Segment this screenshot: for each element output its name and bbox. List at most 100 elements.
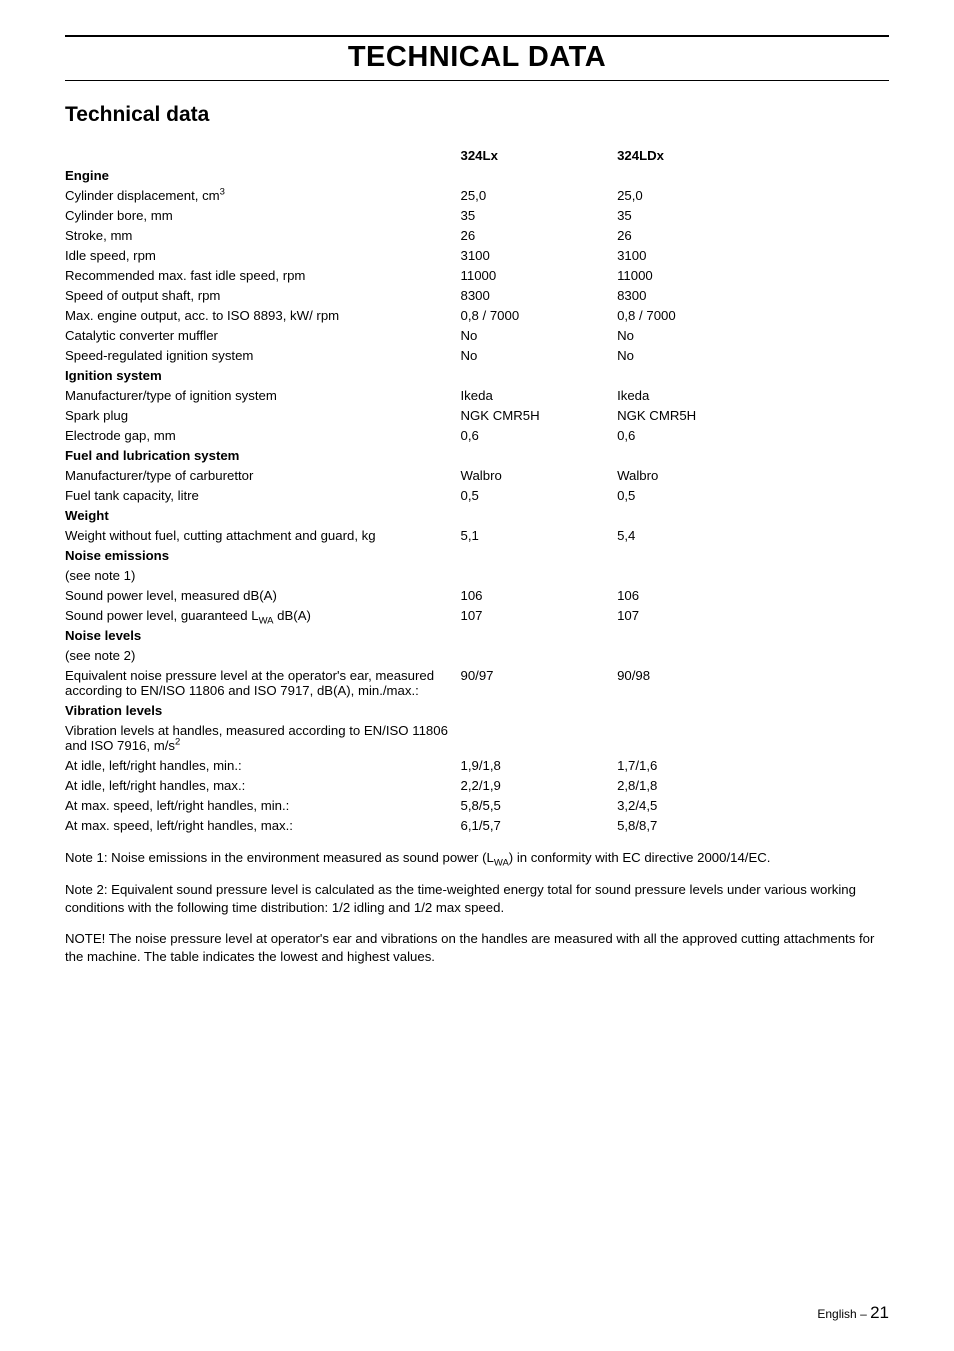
row-label: Equivalent noise pressure level at the o… (65, 665, 461, 700)
row-val-1: 90/97 (461, 665, 618, 700)
row-val-1: 6,1/5,7 (461, 815, 618, 835)
row-val-2: Ikeda (617, 385, 889, 405)
row-val-1: 26 (461, 225, 618, 245)
table-row: Manufacturer/type of carburettorWalbroWa… (65, 465, 889, 485)
table-row: Spark plugNGK CMR5HNGK CMR5H (65, 405, 889, 425)
row-header: Vibration levels (65, 700, 461, 720)
row-label: Sound power level, measured dB(A) (65, 585, 461, 605)
row-val-1: 3100 (461, 245, 618, 265)
row-val-2: 106 (617, 585, 889, 605)
table-row: Electrode gap, mm0,60,6 (65, 425, 889, 445)
row-val-1: 11000 (461, 265, 618, 285)
table-row: (see note 2) (65, 645, 889, 665)
row-label: Manufacturer/type of carburettor (65, 465, 461, 485)
row-label: Idle speed, rpm (65, 245, 461, 265)
row-val-2: 0,5 (617, 485, 889, 505)
page-footer: English – 21 (817, 1303, 889, 1323)
row-label: Speed of output shaft, rpm (65, 285, 461, 305)
row-val-2: NGK CMR5H (617, 405, 889, 425)
row-label: Speed-regulated ignition system (65, 345, 461, 365)
table-row: At max. speed, left/right handles, min.:… (65, 795, 889, 815)
row-label: Fuel tank capacity, litre (65, 485, 461, 505)
row-label: Sound power level, guaranteed LWA dB(A) (65, 605, 461, 625)
table-row: At idle, left/right handles, min.:1,9/1,… (65, 755, 889, 775)
row-label: Manufacturer/type of ignition system (65, 385, 461, 405)
row-label: At max. speed, left/right handles, min.: (65, 795, 461, 815)
row-val-2: 3100 (617, 245, 889, 265)
row-val-2: 25,0 (617, 185, 889, 205)
row-val-2: 2,8/1,8 (617, 775, 889, 795)
section-title: Technical data (65, 103, 889, 127)
row-label: Stroke, mm (65, 225, 461, 245)
row-val-1: NGK CMR5H (461, 405, 618, 425)
footer-lang: English (817, 1307, 856, 1321)
row-label: At idle, left/right handles, min.: (65, 755, 461, 775)
table-row: Max. engine output, acc. to ISO 8893, kW… (65, 305, 889, 325)
note-2: Note 2: Equivalent sound pressure level … (65, 881, 889, 917)
row-val-2: 3,2/4,5 (617, 795, 889, 815)
col-header-1: 324Lx (461, 145, 618, 165)
table-row: Speed-regulated ignition systemNoNo (65, 345, 889, 365)
row-val-1: 107 (461, 605, 618, 625)
note-1-post: ) in conformity with EC directive 2000/1… (509, 850, 771, 865)
row-val-1: 106 (461, 585, 618, 605)
row-val-1: 5,8/5,5 (461, 795, 618, 815)
row-header: Engine (65, 165, 461, 185)
row-label: Cylinder displacement, cm3 (65, 185, 461, 205)
row-val-1: 5,1 (461, 525, 618, 545)
row-val-1: No (461, 345, 618, 365)
note-1-sub: WA (494, 858, 509, 869)
footer-dash: – (857, 1307, 870, 1321)
table-row: Fuel and lubrication system (65, 445, 889, 465)
table-row: Stroke, mm2626 (65, 225, 889, 245)
row-val-1: 0,5 (461, 485, 618, 505)
row-val-1: 2,2/1,9 (461, 775, 618, 795)
row-val-1: Ikeda (461, 385, 618, 405)
table-row: Noise emissions (65, 545, 889, 565)
table-row: Engine (65, 165, 889, 185)
row-val-2: 8300 (617, 285, 889, 305)
table-row: Fuel tank capacity, litre0,50,5 (65, 485, 889, 505)
row-val-2: 107 (617, 605, 889, 625)
row-val-1: 0,6 (461, 425, 618, 445)
table-row: Recommended max. fast idle speed, rpm110… (65, 265, 889, 285)
row-note: (see note 1) (65, 565, 461, 585)
col-header-2: 324LDx (617, 145, 889, 165)
row-val-1: 35 (461, 205, 618, 225)
row-val-2: Walbro (617, 465, 889, 485)
table-row: Ignition system (65, 365, 889, 385)
row-val-2: No (617, 325, 889, 345)
row-val-2: No (617, 345, 889, 365)
row-val-1: 25,0 (461, 185, 618, 205)
table-row: Weight (65, 505, 889, 525)
table-row: At idle, left/right handles, max.:2,2/1,… (65, 775, 889, 795)
page-title: TECHNICAL DATA (348, 41, 606, 73)
row-val-1: 1,9/1,8 (461, 755, 618, 775)
row-val-2: 5,8/8,7 (617, 815, 889, 835)
row-val-2: 0,8 / 7000 (617, 305, 889, 325)
table-row: (see note 1) (65, 565, 889, 585)
row-val-2: 11000 (617, 265, 889, 285)
row-label: Cylinder bore, mm (65, 205, 461, 225)
row-val-2: 26 (617, 225, 889, 245)
row-header: Noise emissions (65, 545, 461, 565)
row-val-1: No (461, 325, 618, 345)
row-val-2: 90/98 (617, 665, 889, 700)
notes-block: Note 1: Noise emissions in the environme… (65, 849, 889, 966)
row-note: (see note 2) (65, 645, 461, 665)
row-label: Weight without fuel, cutting attachment … (65, 525, 461, 545)
row-val-2: 35 (617, 205, 889, 225)
table-row: Weight without fuel, cutting attachment … (65, 525, 889, 545)
note-1: Note 1: Noise emissions in the environme… (65, 849, 889, 867)
row-label: Recommended max. fast idle speed, rpm (65, 265, 461, 285)
table-row: Idle speed, rpm31003100 (65, 245, 889, 265)
note-3: NOTE! The noise pressure level at operat… (65, 930, 889, 966)
row-header: Noise levels (65, 625, 461, 645)
row-val-1: 8300 (461, 285, 618, 305)
table-row: Speed of output shaft, rpm83008300 (65, 285, 889, 305)
table-row: At max. speed, left/right handles, max.:… (65, 815, 889, 835)
page-title-bar: TECHNICAL DATA (65, 35, 889, 81)
row-label: Electrode gap, mm (65, 425, 461, 445)
row-label: Vibration levels at handles, measured ac… (65, 720, 461, 755)
table-row: Sound power level, guaranteed LWA dB(A)1… (65, 605, 889, 625)
